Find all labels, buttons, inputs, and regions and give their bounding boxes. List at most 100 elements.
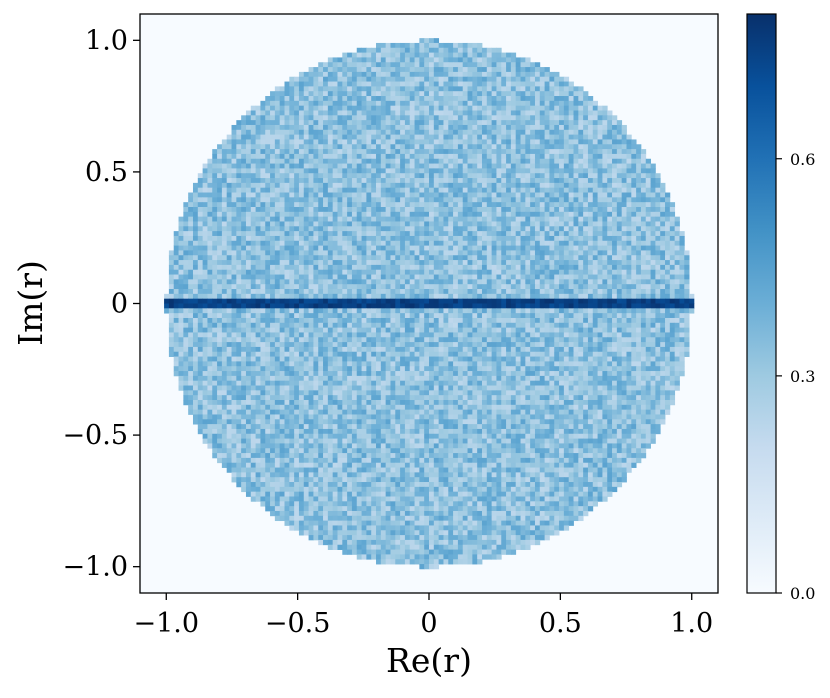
heatmap-cell	[665, 293, 671, 300]
heatmap-cell	[342, 100, 348, 107]
heatmap-cell	[337, 279, 343, 285]
heatmap-cell	[385, 110, 391, 116]
heatmap-cell	[404, 226, 411, 232]
heatmap-cell	[660, 240, 666, 246]
heatmap-cell	[371, 216, 377, 222]
heatmap-cell	[510, 216, 517, 222]
heatmap-cell	[621, 173, 627, 179]
heatmap-cell	[313, 168, 319, 174]
heatmap-cell	[626, 264, 632, 271]
heatmap-cell	[250, 168, 256, 174]
heatmap-cell	[486, 124, 493, 131]
heatmap-cell	[443, 187, 449, 193]
heatmap-cell	[231, 308, 237, 314]
heatmap-cell	[472, 129, 478, 136]
heatmap-cell	[597, 289, 603, 295]
heatmap-cell	[534, 96, 541, 102]
heatmap-cell	[636, 255, 642, 261]
heatmap-cell	[496, 284, 502, 290]
heatmap-cell	[424, 91, 430, 97]
heatmap-cell	[419, 178, 425, 184]
heatmap-cell	[395, 100, 401, 107]
heatmap-cell	[660, 182, 666, 189]
heatmap-cell	[390, 255, 396, 261]
heatmap-cell	[327, 226, 334, 232]
heatmap-cell	[192, 197, 199, 203]
heatmap-cell	[347, 91, 353, 97]
heatmap-cell	[245, 187, 252, 193]
heatmap-cell	[568, 187, 574, 193]
heatmap-cell	[188, 202, 194, 208]
heatmap-cell	[380, 105, 387, 111]
heatmap-cell	[265, 110, 271, 116]
heatmap-cell	[568, 197, 574, 203]
heatmap-cell	[573, 178, 579, 184]
heatmap-cell	[616, 269, 623, 275]
heatmap-cell	[409, 279, 415, 285]
heatmap-cell	[366, 110, 372, 116]
heatmap-cell	[395, 168, 401, 174]
heatmap-cell	[486, 216, 493, 222]
heatmap-cell	[534, 298, 541, 304]
heatmap-cell	[356, 153, 362, 160]
heatmap-cell	[477, 202, 483, 208]
heatmap-cell	[477, 240, 483, 246]
heatmap-cell	[631, 163, 637, 169]
heatmap-cell	[390, 178, 396, 184]
heatmap-cell	[568, 235, 574, 242]
heatmap-cell	[371, 231, 377, 237]
heatmap-cell	[631, 250, 637, 256]
heatmap-cell	[568, 255, 574, 261]
heatmap-cell	[467, 260, 473, 266]
heatmap-cell	[197, 216, 204, 222]
heatmap-cell	[578, 158, 584, 164]
heatmap-cell	[636, 149, 642, 155]
heatmap-cell	[212, 240, 218, 246]
heatmap-cell	[429, 279, 435, 285]
heatmap-cell	[327, 62, 334, 68]
heatmap-cell	[506, 211, 512, 218]
heatmap-cell	[245, 115, 252, 121]
heatmap-cell	[265, 139, 271, 145]
heatmap-cell	[241, 250, 247, 256]
heatmap-cell	[501, 226, 507, 232]
heatmap-cell	[236, 308, 242, 314]
heatmap-cell	[284, 226, 290, 232]
heatmap-cell	[376, 240, 382, 246]
heatmap-cell	[607, 202, 613, 208]
heatmap-cell	[496, 91, 502, 97]
heatmap-cell	[270, 235, 276, 242]
heatmap-cell	[640, 269, 647, 275]
heatmap-cell	[554, 129, 560, 136]
heatmap-cell	[481, 187, 488, 193]
heatmap-cell	[347, 67, 353, 73]
heatmap-cell	[265, 245, 271, 251]
heatmap-cell	[303, 86, 309, 92]
heatmap-cell	[453, 298, 459, 304]
heatmap-cell	[414, 76, 420, 82]
heatmap-cell	[640, 207, 647, 213]
heatmap-cell	[212, 168, 218, 174]
heatmap-cell	[255, 115, 261, 121]
heatmap-cell	[197, 250, 204, 256]
heatmap-cell	[626, 308, 632, 314]
heatmap-cell	[510, 124, 517, 131]
heatmap-cell	[534, 76, 541, 82]
heatmap-cell	[385, 42, 391, 49]
heatmap-cell	[554, 293, 560, 300]
heatmap-cell	[616, 163, 623, 169]
heatmap-cell	[486, 134, 493, 140]
heatmap-cell	[298, 149, 305, 155]
heatmap-cell	[366, 124, 372, 131]
heatmap-cell	[467, 264, 473, 271]
heatmap-cell	[472, 71, 478, 78]
heatmap-cell	[573, 129, 579, 136]
heatmap-cell	[515, 134, 521, 140]
heatmap-cell	[544, 269, 550, 275]
heatmap-cell	[655, 298, 661, 304]
heatmap-cell	[245, 298, 252, 304]
heatmap-cell	[327, 269, 334, 275]
heatmap-cell	[323, 62, 329, 68]
heatmap-cell	[448, 202, 454, 208]
heatmap-cell	[467, 207, 473, 213]
